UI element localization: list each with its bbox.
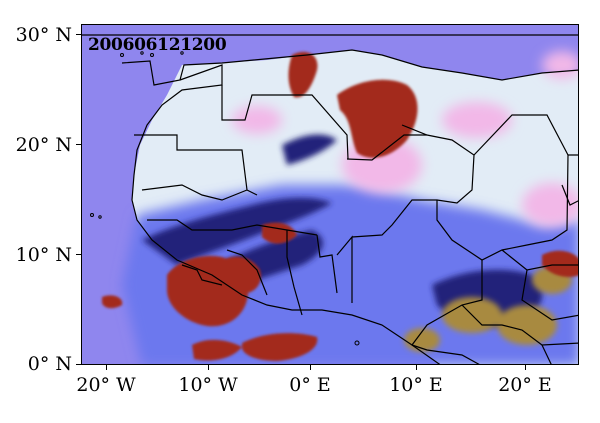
tick-20w bbox=[106, 365, 107, 370]
lon-label-20w: 20° W bbox=[76, 374, 136, 396]
tick-10e bbox=[416, 365, 417, 370]
deep-convection-red bbox=[102, 51, 578, 361]
lon-label-10w: 10° W bbox=[178, 374, 238, 396]
lon-label-0e: 0° E bbox=[289, 374, 331, 396]
lat-label-30n: 30° N bbox=[15, 24, 72, 46]
tick-0n bbox=[76, 364, 81, 365]
tick-20e bbox=[525, 365, 526, 370]
tick-10w bbox=[208, 365, 209, 370]
country-borders bbox=[82, 34, 578, 364]
lon-label-10e: 10° E bbox=[389, 374, 443, 396]
lat-label-10n: 10° N bbox=[15, 244, 72, 266]
lat-label-0n: 0° N bbox=[27, 353, 72, 375]
tick-0e bbox=[310, 365, 311, 370]
satellite-image bbox=[82, 25, 578, 364]
image-timestamp: 200606121200 bbox=[88, 35, 227, 55]
tick-30n bbox=[76, 34, 81, 35]
tick-20n bbox=[76, 144, 81, 145]
satellite-map: 200606121200 bbox=[81, 24, 579, 365]
lon-label-20e: 20° E bbox=[498, 374, 552, 396]
islands bbox=[90, 51, 360, 346]
dust-patches bbox=[232, 51, 578, 227]
lat-label-20n: 20° N bbox=[15, 134, 72, 156]
tick-10n bbox=[76, 254, 81, 255]
